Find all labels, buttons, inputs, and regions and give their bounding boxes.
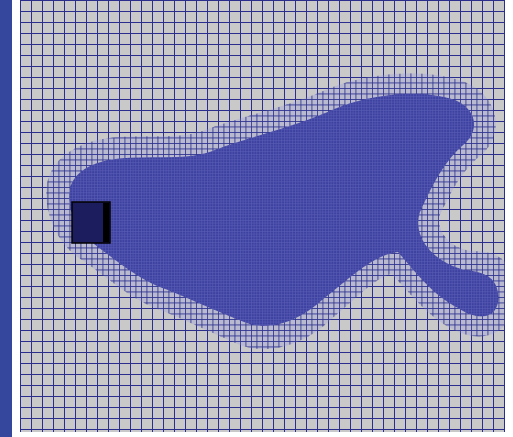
page: (() => { const data = JSON.parse(documen… bbox=[0, 0, 513, 437]
mesh-view bbox=[0, 0, 513, 437]
obstacle-edge bbox=[103, 203, 109, 242]
side-strip bbox=[0, 0, 12, 437]
